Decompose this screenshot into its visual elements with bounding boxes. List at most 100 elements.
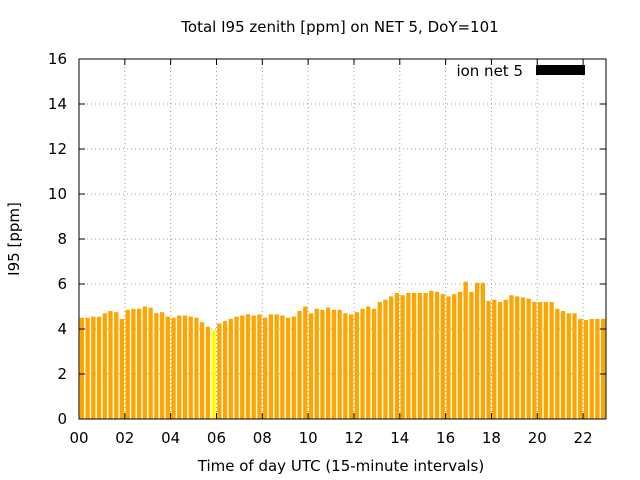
bar <box>549 302 554 419</box>
bar <box>177 315 182 419</box>
y-axis-label: I95 [ppm] <box>5 202 23 276</box>
y-tick-label: 14 <box>48 95 67 113</box>
bar <box>526 298 531 420</box>
bar <box>222 321 228 420</box>
bar <box>537 302 543 419</box>
bar <box>520 297 526 419</box>
bar <box>240 315 245 419</box>
x-axis-label: Time of day UTC (15-minute intervals) <box>197 457 484 475</box>
bar <box>452 294 457 420</box>
bar <box>474 282 480 420</box>
x-tick-label: 22 <box>574 429 593 447</box>
bar <box>79 317 85 419</box>
bar <box>583 320 589 419</box>
bar <box>251 315 256 419</box>
legend-label: ion net 5 <box>456 62 523 80</box>
bar <box>188 316 193 420</box>
bar <box>492 299 497 419</box>
bar <box>572 313 577 419</box>
x-tick-label: 02 <box>115 429 134 447</box>
bar <box>417 293 422 419</box>
bar <box>297 311 302 419</box>
bar <box>217 323 222 420</box>
bar <box>469 291 474 420</box>
bar <box>263 317 268 419</box>
x-tick-label: 14 <box>390 429 409 447</box>
bar <box>366 306 371 419</box>
bar <box>154 313 159 419</box>
bar <box>560 311 566 419</box>
bars <box>79 281 606 420</box>
x-tick-label: 04 <box>161 429 180 447</box>
bar <box>148 307 153 420</box>
y-tick-label: 12 <box>48 140 67 158</box>
bar <box>515 296 520 420</box>
bar <box>85 317 90 419</box>
bar <box>566 313 571 419</box>
bar <box>486 300 491 420</box>
x-tick-label: 16 <box>436 429 455 447</box>
bar <box>331 309 337 420</box>
bar <box>440 294 445 420</box>
bar <box>589 318 594 420</box>
legend-swatch <box>536 65 585 75</box>
y-tick-label: 10 <box>48 185 67 203</box>
bar <box>400 295 405 419</box>
bar <box>343 313 348 419</box>
bar <box>423 293 428 419</box>
bar <box>257 314 262 420</box>
x-tick-label: 08 <box>253 429 272 447</box>
bar <box>182 315 188 419</box>
bar <box>91 316 96 420</box>
bar <box>234 316 239 420</box>
x-tick-labels: 00 02 04 06 08 10 12 14 16 18 20 22 <box>69 429 592 447</box>
bar <box>205 326 211 419</box>
ticks <box>78 58 606 420</box>
bar <box>434 291 440 420</box>
bar <box>274 314 279 420</box>
y-tick-labels: 0 2 4 6 8 10 12 14 16 <box>48 50 67 428</box>
bar <box>326 307 331 420</box>
x-tick-label: 06 <box>207 429 226 447</box>
bar <box>354 312 359 420</box>
x-tick-label: 20 <box>528 429 547 447</box>
bar <box>96 316 102 420</box>
bar <box>463 281 468 419</box>
legend: ion net 5 <box>456 62 585 80</box>
bar <box>165 316 170 420</box>
x-tick-label: 18 <box>482 429 501 447</box>
bar <box>446 296 451 420</box>
y-tick-label: 4 <box>57 320 67 338</box>
bar <box>245 314 251 420</box>
bar <box>595 318 600 420</box>
bar <box>348 314 354 420</box>
bar <box>291 316 296 420</box>
bar <box>211 330 216 420</box>
x-tick-label: 12 <box>344 429 363 447</box>
y-tick-label: 6 <box>57 275 67 293</box>
bar <box>194 317 199 419</box>
bar <box>600 318 606 420</box>
bar <box>159 312 165 420</box>
bar <box>532 302 537 419</box>
bar <box>457 291 463 420</box>
bar <box>411 293 417 419</box>
bar <box>303 306 308 419</box>
bar <box>429 290 434 419</box>
bar <box>285 317 291 419</box>
bar <box>280 315 285 419</box>
bar <box>320 309 325 420</box>
bar <box>268 314 274 420</box>
bar <box>383 299 388 419</box>
bar <box>228 318 233 420</box>
bar <box>503 299 508 419</box>
bar <box>142 306 148 419</box>
bar <box>200 322 205 419</box>
bar <box>555 308 560 419</box>
x-tick-label: 00 <box>69 429 88 447</box>
chart-title: Total I95 zenith [ppm] on NET 5, DoY=101 <box>180 18 498 36</box>
bar <box>360 308 365 419</box>
bar <box>314 308 319 419</box>
bar <box>406 293 411 419</box>
